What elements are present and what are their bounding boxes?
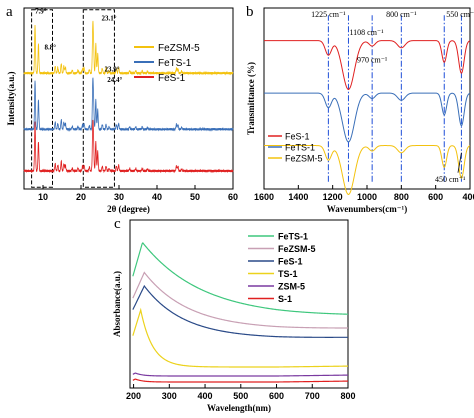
panel-c-legend-label: FeZSM-5 xyxy=(278,244,316,254)
panel-c-series-S-1 xyxy=(132,378,349,383)
panel-c-xtick-label: 200 xyxy=(126,391,141,401)
panel-b-xtick-label: 400 xyxy=(462,192,474,202)
panel-c-xtick-label: 800 xyxy=(340,391,355,401)
panel-a-annotation: 23.1° xyxy=(102,15,117,23)
panel-c-series-TS-1 xyxy=(132,307,349,368)
panel-b-annotation: 1225 cm⁻¹ xyxy=(311,10,346,19)
panel-a-xtick-label: 10 xyxy=(38,192,48,202)
panel-a-legend-label: FeS-1 xyxy=(158,73,186,84)
panel-c-legend-label: FeS-1 xyxy=(278,257,303,267)
panel-b-arrow xyxy=(457,152,462,173)
panel-a-dashed-box xyxy=(31,9,53,188)
panel-c-xtick-label: 700 xyxy=(305,391,320,401)
panel-b-xtick-label: 600 xyxy=(428,192,443,202)
panel-a-annotation: 7.9° xyxy=(35,7,47,15)
panel-a-xlabel: 2θ (degree) xyxy=(107,204,150,214)
panel-b-series-FeS-1 xyxy=(264,40,471,90)
panel-b-legend-label: FeZSM-5 xyxy=(285,154,323,164)
panel-b-xtick-label: 1600 xyxy=(254,192,274,202)
panel-c-series-ZSM-5 xyxy=(132,372,349,377)
panel-label-b: b xyxy=(246,4,254,20)
panel-c-xtick-label: 600 xyxy=(269,391,284,401)
panel-a-legend-label: FeTS-1 xyxy=(158,58,192,69)
panel-a-annotation: 24.4° xyxy=(107,76,122,84)
panel-label-a: a xyxy=(6,4,13,20)
panel-c-xtick-label: 500 xyxy=(233,391,248,401)
panel-a-legend-label: FeZSM-5 xyxy=(158,43,200,54)
panel-a-xtick-label: 30 xyxy=(114,192,124,202)
panel-a-xtick-label: 60 xyxy=(228,192,238,202)
panel-a-series-FeTS-1 xyxy=(23,77,234,132)
panel-a-frame xyxy=(23,7,234,190)
panel-a-annotation: 23.9° xyxy=(105,65,120,73)
panel-c-legend-label: S-1 xyxy=(278,294,292,304)
panel-c-series-FeS-1 xyxy=(132,284,348,338)
panel-c-legend-label: TS-1 xyxy=(278,269,298,279)
panel-a-annotation: 8.8° xyxy=(45,44,57,52)
panel-b-xtick-label: 1200 xyxy=(323,192,343,202)
panel-b-annotation: 450 cm⁻¹ xyxy=(435,175,466,184)
panel-a-series-FeZSM-5 xyxy=(23,20,234,76)
panel-b-annotation: 550 cm⁻¹ xyxy=(446,10,474,19)
panel-a-series-FeS-1 xyxy=(23,119,234,174)
panel-label-c: c xyxy=(114,216,121,232)
panel-c-legend-label: FeTS-1 xyxy=(278,232,308,242)
panel-b-series-FeTS-1 xyxy=(264,92,471,143)
panel-b-legend-label: FeS-1 xyxy=(285,132,310,142)
panel-b-legend-label: FeTS-1 xyxy=(285,143,315,153)
panel-a-xtick-label: 40 xyxy=(152,192,162,202)
panel-b-xtick-label: 1000 xyxy=(357,192,377,202)
panel-a-xtick-label: 20 xyxy=(76,192,86,202)
panel-a-xtick-label: 50 xyxy=(190,192,200,202)
panel-c-legend-label: ZSM-5 xyxy=(278,282,305,292)
panel-c-xtick-label: 300 xyxy=(162,391,177,401)
panel-b-annotation: 800 cm⁻¹ xyxy=(386,10,417,19)
panel-a-ylabel: Intensity(a.u.) xyxy=(6,71,16,125)
panel-b-xtick-label: 800 xyxy=(394,192,409,202)
panel-b-xlabel: Wavenumbers(cm⁻¹) xyxy=(327,204,407,214)
panel-b-xtick-label: 1400 xyxy=(288,192,308,202)
panel-c-ylabel: Absorbance(a.u.) xyxy=(112,271,122,337)
panel-b-annotation: 970 cm⁻¹ xyxy=(357,55,388,64)
panel-b-ylabel: Transmittance (%) xyxy=(246,62,256,135)
panel-a-dashed-box xyxy=(82,9,115,188)
panel-c-xlabel: Wavelength(nm) xyxy=(207,403,271,413)
panel-b-series-FeZSM-5 xyxy=(264,145,471,195)
panel-b-annotation: 1108 cm⁻¹ xyxy=(349,28,384,37)
panel-c-xtick-label: 400 xyxy=(198,391,213,401)
panel-c-series-FeZSM-5 xyxy=(132,271,348,329)
panel-c-frame xyxy=(129,219,349,389)
panel-c-series-FeTS-1 xyxy=(132,242,349,315)
